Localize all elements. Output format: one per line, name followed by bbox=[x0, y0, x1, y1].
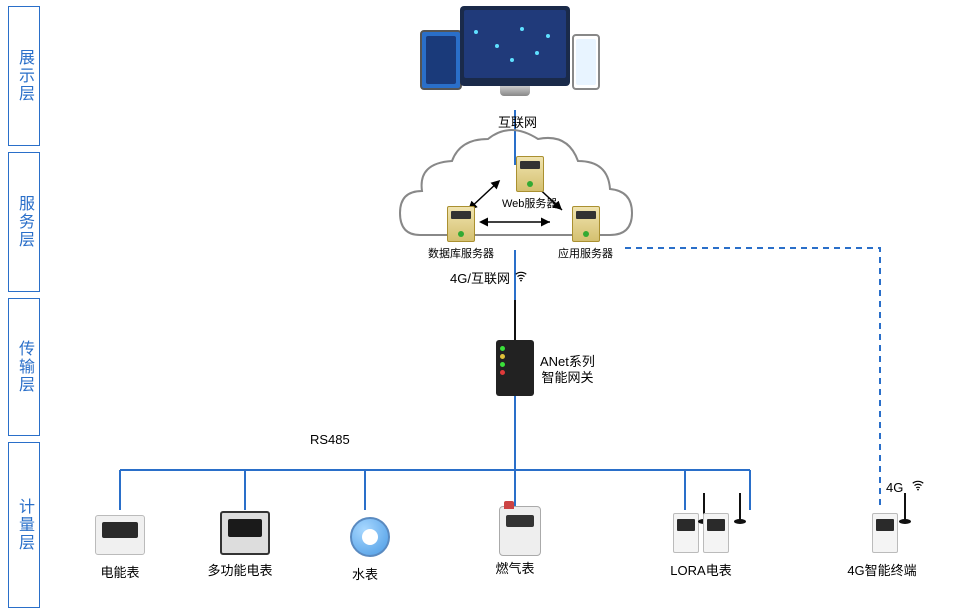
gas-meter: 燃气表 bbox=[490, 508, 540, 577]
gateway: ANet系列 智能网关 bbox=[496, 340, 534, 401]
phone-device bbox=[572, 34, 600, 95]
link-label: 4G/互联网 bbox=[450, 268, 528, 287]
server-icon bbox=[572, 206, 600, 242]
fourg-text: 4G bbox=[886, 480, 903, 495]
layer-service: 服务层 bbox=[8, 152, 40, 292]
tablet-device bbox=[420, 30, 462, 95]
gateway-label: ANet系列 智能网关 bbox=[534, 354, 595, 388]
gas-meter-icon bbox=[499, 506, 541, 556]
bus-label: RS485 bbox=[310, 432, 350, 447]
layer-display: 展示层 bbox=[8, 6, 40, 146]
internet-label: 互联网 bbox=[498, 112, 537, 131]
energy-meter-label: 电能表 bbox=[90, 562, 150, 581]
server-icon bbox=[516, 156, 544, 192]
layer-meter-label: 计量层 bbox=[12, 498, 36, 552]
wifi-icon bbox=[911, 478, 925, 492]
layer-service-label: 服务层 bbox=[12, 195, 36, 249]
app-server-label: 应用服务器 bbox=[558, 245, 613, 261]
layer-transport-label: 传输层 bbox=[12, 340, 36, 394]
multi-meter: 多功能电表 bbox=[215, 510, 275, 579]
layer-meter: 计量层 bbox=[8, 442, 40, 608]
panel-meter-icon bbox=[220, 511, 270, 555]
water-meter: 水表 bbox=[340, 514, 390, 583]
gateway-label-2: 智能网关 bbox=[540, 371, 595, 388]
layer-rail: 展示层 服务层 传输层 计量层 bbox=[0, 0, 50, 614]
monitor-device bbox=[460, 6, 570, 91]
web-server-label: Web服务器 bbox=[502, 195, 557, 211]
tablet-icon bbox=[420, 30, 462, 90]
server-icon bbox=[447, 206, 475, 242]
din-meter-icon bbox=[95, 515, 145, 555]
cloud: Web服务器 数据库服务器 应用服务器 bbox=[410, 140, 620, 260]
monitor-icon bbox=[460, 6, 570, 86]
layer-display-label: 展示层 bbox=[12, 49, 36, 103]
gateway-label-1: ANet系列 bbox=[540, 354, 595, 371]
phone-icon bbox=[572, 34, 600, 90]
fourg-terminal-label: 4G智能终端 bbox=[844, 560, 920, 579]
lora-meter-icon bbox=[673, 513, 729, 553]
fourg-terminal: 4G智能终端 bbox=[850, 510, 920, 579]
web-server: Web服务器 bbox=[502, 156, 557, 211]
energy-meter: 电能表 bbox=[90, 512, 150, 581]
db-server-label: 数据库服务器 bbox=[428, 245, 494, 261]
lora-meter-label: LORA电表 bbox=[646, 560, 756, 579]
diagram-canvas: 互联网 Web服务器 数据库服务器 应用服务器 4G/互联网 ANet系列 智能… bbox=[50, 0, 968, 614]
app-server: 应用服务器 bbox=[558, 206, 613, 261]
lora-meter: LORA电表 bbox=[646, 510, 756, 579]
wifi-icon bbox=[514, 269, 528, 283]
db-server: 数据库服务器 bbox=[428, 206, 494, 261]
fourg-terminal-icon bbox=[872, 513, 898, 553]
water-meter-icon bbox=[350, 517, 390, 557]
layer-transport: 传输层 bbox=[8, 298, 40, 436]
multi-meter-label: 多功能电表 bbox=[205, 560, 275, 579]
gas-meter-label: 燃气表 bbox=[490, 558, 540, 577]
gateway-icon bbox=[496, 340, 534, 396]
link-label-text: 4G/互联网 bbox=[450, 271, 510, 286]
water-meter-label: 水表 bbox=[340, 564, 390, 583]
